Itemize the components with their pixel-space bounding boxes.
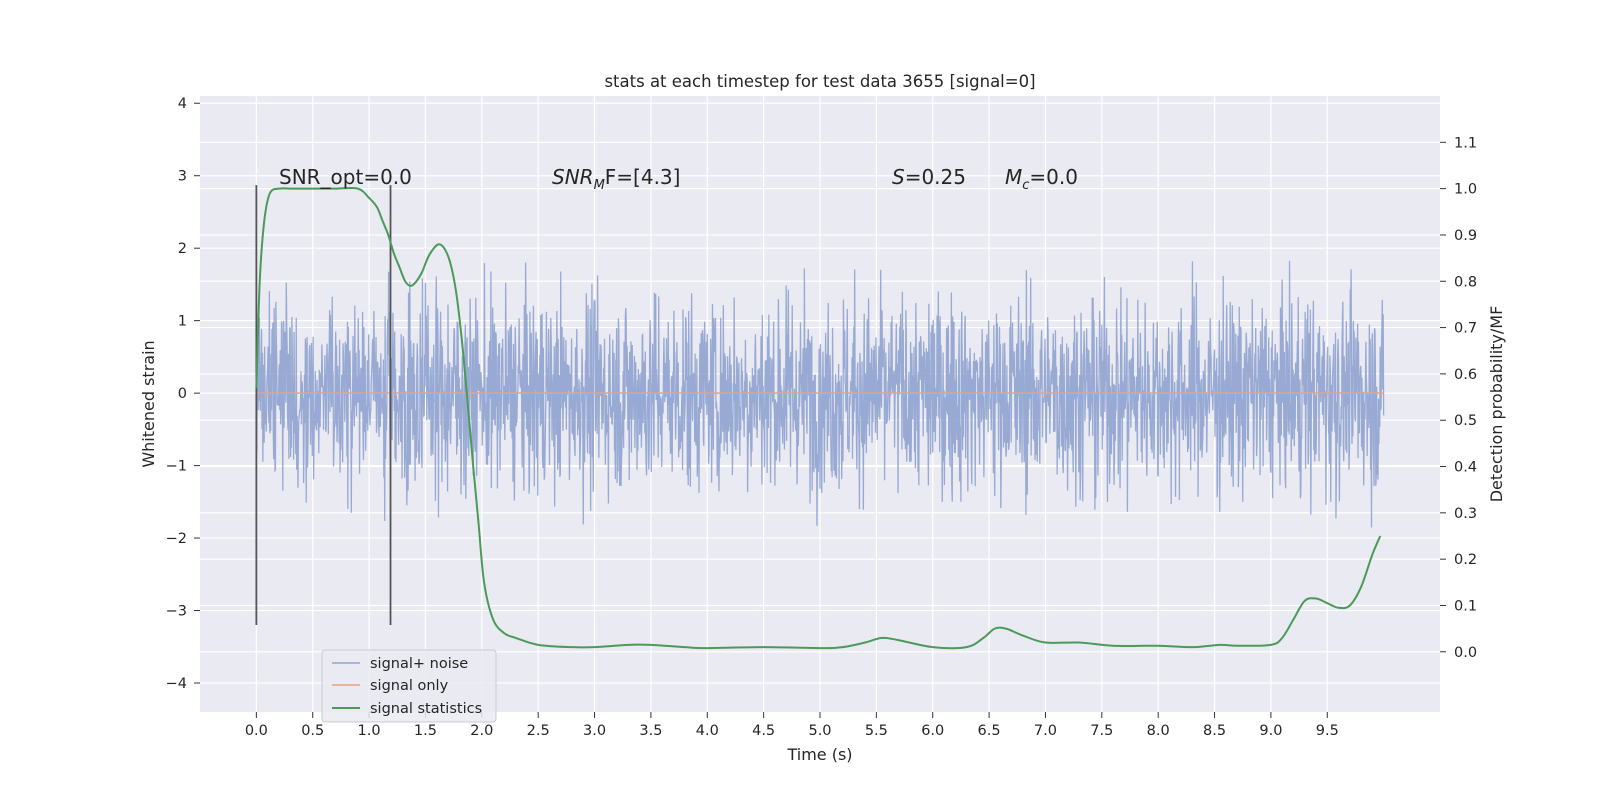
noise-trace [255,260,1385,528]
y2-axis-ticks: 1.1 1.0 0.9 0.8 0.7 0.6 0.5 0.4 0.3 0.2 0.1 0.0 [1440,135,1477,661]
y2-tick-label: 0.1 [1454,598,1477,614]
y2-tick-label: 0.2 [1454,552,1477,568]
annotation-snr-mf-suffix: F=[4.3] [605,165,681,189]
legend-box [321,649,497,723]
annotation-mc-prefix: M [1005,165,1022,189]
series-signal-plus-noise [255,260,1385,528]
y2-tick-label: 0.5 [1454,413,1477,429]
x-tick-label: 3.5 [639,723,662,739]
y2-axis-label: Detection probability/MF [1487,306,1506,503]
y2-tick-label: 0.0 [1454,645,1477,661]
x-tick-label: 8.0 [1147,723,1170,739]
x-tick-label: 5.5 [865,723,888,739]
legend-label-signal: signal only [370,678,449,694]
y-tick-label: 1 [178,314,187,330]
annotation-s-prefix: S [892,165,905,189]
legend-label-noise: signal+ noise [370,656,468,672]
y2-tick-label: 0.3 [1454,506,1477,522]
legend: signal+ noise signal only signal statist… [321,649,497,723]
annotation-mc-suffix: =0.0 [1029,165,1078,189]
y2-tick-label: 0.7 [1454,321,1477,337]
y-tick-label: 4 [178,96,187,112]
x-tick-label: 3.0 [583,723,606,739]
y2-tick-label: 1.1 [1454,135,1477,151]
y-tick-label: −1 [166,459,187,475]
y-axis-label: Whitened strain [139,340,158,467]
y-tick-label: −2 [166,531,187,547]
x-tick-label: 4.5 [752,723,775,739]
x-tick-label: 5.0 [808,723,831,739]
y2-tick-label: 0.9 [1454,228,1477,244]
x-tick-label: 0.5 [301,723,324,739]
annotation-s: S=0.25 [892,165,966,189]
chart-title: stats at each timestep for test data 365… [604,72,1035,91]
annotation-mc-sub: c [1022,178,1029,193]
x-tick-label: 4.0 [696,723,719,739]
y-tick-label: 2 [178,241,187,257]
x-tick-label: 6.5 [978,723,1001,739]
annotation-s-suffix: =0.25 [905,165,966,189]
y2-tick-label: 1.0 [1454,182,1477,198]
marker-lines [255,185,392,626]
x-tick-label: 2.0 [470,723,493,739]
annotation-snr-mf-sub: M [594,178,605,193]
x-tick-label: 7.0 [1034,723,1057,739]
x-tick-label: 1.0 [358,723,381,739]
x-tick-label: 9.5 [1316,723,1339,739]
annotation-snr-mf-prefix: SNR [552,165,594,189]
y-tick-label: 3 [178,169,187,185]
annotation-snr-opt: SNR_opt=0.0 [279,165,412,189]
y2-tick-label: 0.4 [1454,460,1477,476]
x-tick-label: 6.0 [921,723,944,739]
x-axis-ticks: 0.0 0.5 1.0 1.5 2.0 2.5 3.0 3.5 4.0 4.5 5.0 5.5 6.0 6… [245,712,1339,739]
x-tick-label: 7.5 [1090,723,1113,739]
series-signal-statistics [255,186,1382,650]
x-axis-label: Time (s) [786,745,852,764]
y2-tick-label: 0.8 [1454,274,1477,290]
y-tick-label: −4 [166,676,187,692]
x-tick-label: 1.5 [414,723,437,739]
x-tick-label: 8.5 [1203,723,1226,739]
y2-tick-label: 0.6 [1454,367,1477,383]
annotation-mc: Mc=0.0 [1005,165,1078,193]
y-tick-label: 0 [178,386,187,402]
legend-label-statistics: signal statistics [370,701,482,717]
x-tick-label: 0.0 [245,723,268,739]
annotation-snr-mf: SNRMF=[4.3] [552,165,680,193]
y-axis-ticks: 4 3 2 1 0 −1 −2 −3 −4 [166,96,200,692]
y-tick-label: −3 [166,604,187,620]
x-tick-label: 9.0 [1259,723,1282,739]
x-tick-label: 2.5 [527,723,550,739]
